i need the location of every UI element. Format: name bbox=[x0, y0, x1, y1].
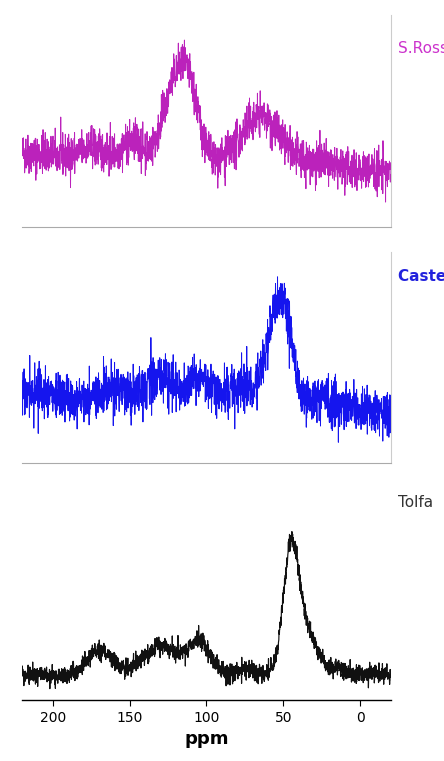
X-axis label: ppm: ppm bbox=[184, 730, 229, 748]
Text: Castel Porzian: Castel Porzian bbox=[398, 269, 444, 284]
Text: Tolfa: Tolfa bbox=[398, 495, 433, 510]
Text: S.Rossore: S.Rossore bbox=[398, 40, 444, 56]
